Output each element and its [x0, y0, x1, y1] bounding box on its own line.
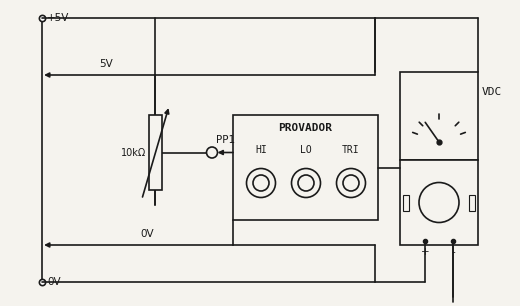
Bar [400, 72, 478, 160]
Circle shape [206, 147, 217, 158]
Text: 0V: 0V [141, 229, 154, 239]
Text: 5V: 5V [100, 59, 113, 69]
Bar [400, 160, 478, 245]
Circle shape [419, 182, 459, 222]
Text: PROVADOR: PROVADOR [279, 123, 332, 133]
Text: +5V: +5V [47, 13, 69, 23]
Circle shape [343, 175, 359, 191]
Text: -: - [451, 247, 455, 257]
Text: TRI: TRI [342, 145, 360, 155]
Circle shape [336, 169, 366, 197]
Bar [233, 115, 378, 220]
Circle shape [292, 169, 320, 197]
Bar [469, 195, 475, 211]
Text: LO: LO [300, 145, 312, 155]
Text: VDC: VDC [482, 87, 502, 97]
Bar [149, 115, 162, 190]
Circle shape [246, 169, 276, 197]
Text: HI: HI [255, 145, 267, 155]
Bar [403, 195, 409, 211]
Circle shape [298, 175, 314, 191]
Text: 10kΩ: 10kΩ [121, 147, 147, 158]
Text: 0V: 0V [47, 277, 61, 287]
Circle shape [253, 175, 269, 191]
Text: PP1: PP1 [216, 135, 235, 144]
Text: +: + [421, 247, 430, 257]
